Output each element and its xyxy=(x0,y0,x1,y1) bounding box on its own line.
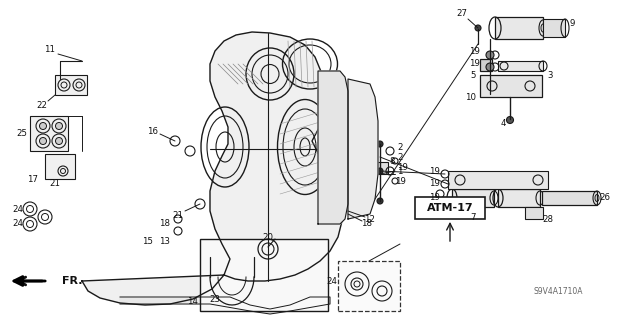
Text: 28: 28 xyxy=(543,214,554,224)
Text: 20: 20 xyxy=(262,233,273,241)
Text: ATM-17: ATM-17 xyxy=(427,203,474,213)
Text: 19: 19 xyxy=(429,180,440,189)
Bar xyxy=(370,162,388,174)
Text: 19: 19 xyxy=(469,47,480,56)
Text: 21: 21 xyxy=(173,211,184,219)
Circle shape xyxy=(40,122,47,130)
Circle shape xyxy=(377,141,383,147)
Circle shape xyxy=(506,116,513,123)
Circle shape xyxy=(56,137,63,145)
Text: 22: 22 xyxy=(36,101,47,110)
Circle shape xyxy=(377,198,383,204)
Bar xyxy=(30,116,68,151)
Text: 3: 3 xyxy=(547,70,553,79)
Text: 18: 18 xyxy=(362,219,372,228)
Text: 9: 9 xyxy=(570,19,575,28)
Circle shape xyxy=(56,122,63,130)
Circle shape xyxy=(486,63,494,71)
Circle shape xyxy=(40,137,47,145)
Text: 8: 8 xyxy=(389,157,395,166)
Text: 2: 2 xyxy=(397,152,403,161)
Polygon shape xyxy=(82,32,342,305)
Bar xyxy=(448,171,548,189)
Text: 7: 7 xyxy=(470,212,476,221)
Bar xyxy=(415,197,485,219)
Text: 19: 19 xyxy=(397,162,408,172)
Text: 21: 21 xyxy=(49,180,61,189)
Bar xyxy=(495,17,543,39)
Bar xyxy=(543,19,565,37)
Bar xyxy=(55,75,87,95)
Text: 18: 18 xyxy=(159,219,170,228)
Text: 13: 13 xyxy=(159,236,170,246)
Text: 17: 17 xyxy=(27,174,38,183)
Text: 12: 12 xyxy=(365,214,376,224)
Text: 24: 24 xyxy=(326,277,337,286)
Polygon shape xyxy=(318,71,348,224)
Text: 2: 2 xyxy=(397,143,403,152)
Bar xyxy=(45,154,75,179)
Text: 19: 19 xyxy=(395,176,405,186)
Bar xyxy=(480,59,492,71)
Text: 25: 25 xyxy=(17,130,28,138)
Bar xyxy=(338,261,400,311)
Circle shape xyxy=(486,51,494,59)
Circle shape xyxy=(475,25,481,31)
Text: FR.: FR. xyxy=(62,276,83,286)
Text: 16: 16 xyxy=(147,127,159,136)
Text: 19: 19 xyxy=(469,60,480,69)
Bar xyxy=(452,189,494,207)
Polygon shape xyxy=(348,79,378,219)
Text: 23: 23 xyxy=(209,294,221,303)
Text: 10: 10 xyxy=(465,93,476,101)
Bar xyxy=(480,75,542,97)
Bar xyxy=(200,239,328,311)
Bar xyxy=(498,189,540,207)
Text: 24: 24 xyxy=(13,204,24,213)
Text: S9V4A1710A: S9V4A1710A xyxy=(533,286,583,295)
Text: 4: 4 xyxy=(500,118,506,128)
Text: 26: 26 xyxy=(600,194,611,203)
Circle shape xyxy=(377,168,383,174)
Text: 24: 24 xyxy=(13,219,24,228)
Bar xyxy=(542,191,597,205)
Text: 27: 27 xyxy=(456,10,467,19)
Text: 19: 19 xyxy=(429,167,440,175)
Text: 1: 1 xyxy=(397,167,403,175)
Text: 15: 15 xyxy=(143,236,154,246)
Text: 11: 11 xyxy=(45,44,56,54)
Bar xyxy=(525,207,543,219)
Text: 5: 5 xyxy=(470,70,476,79)
Text: 14: 14 xyxy=(188,296,198,306)
Bar xyxy=(498,61,543,71)
Text: 19: 19 xyxy=(429,192,440,202)
Polygon shape xyxy=(120,297,330,314)
